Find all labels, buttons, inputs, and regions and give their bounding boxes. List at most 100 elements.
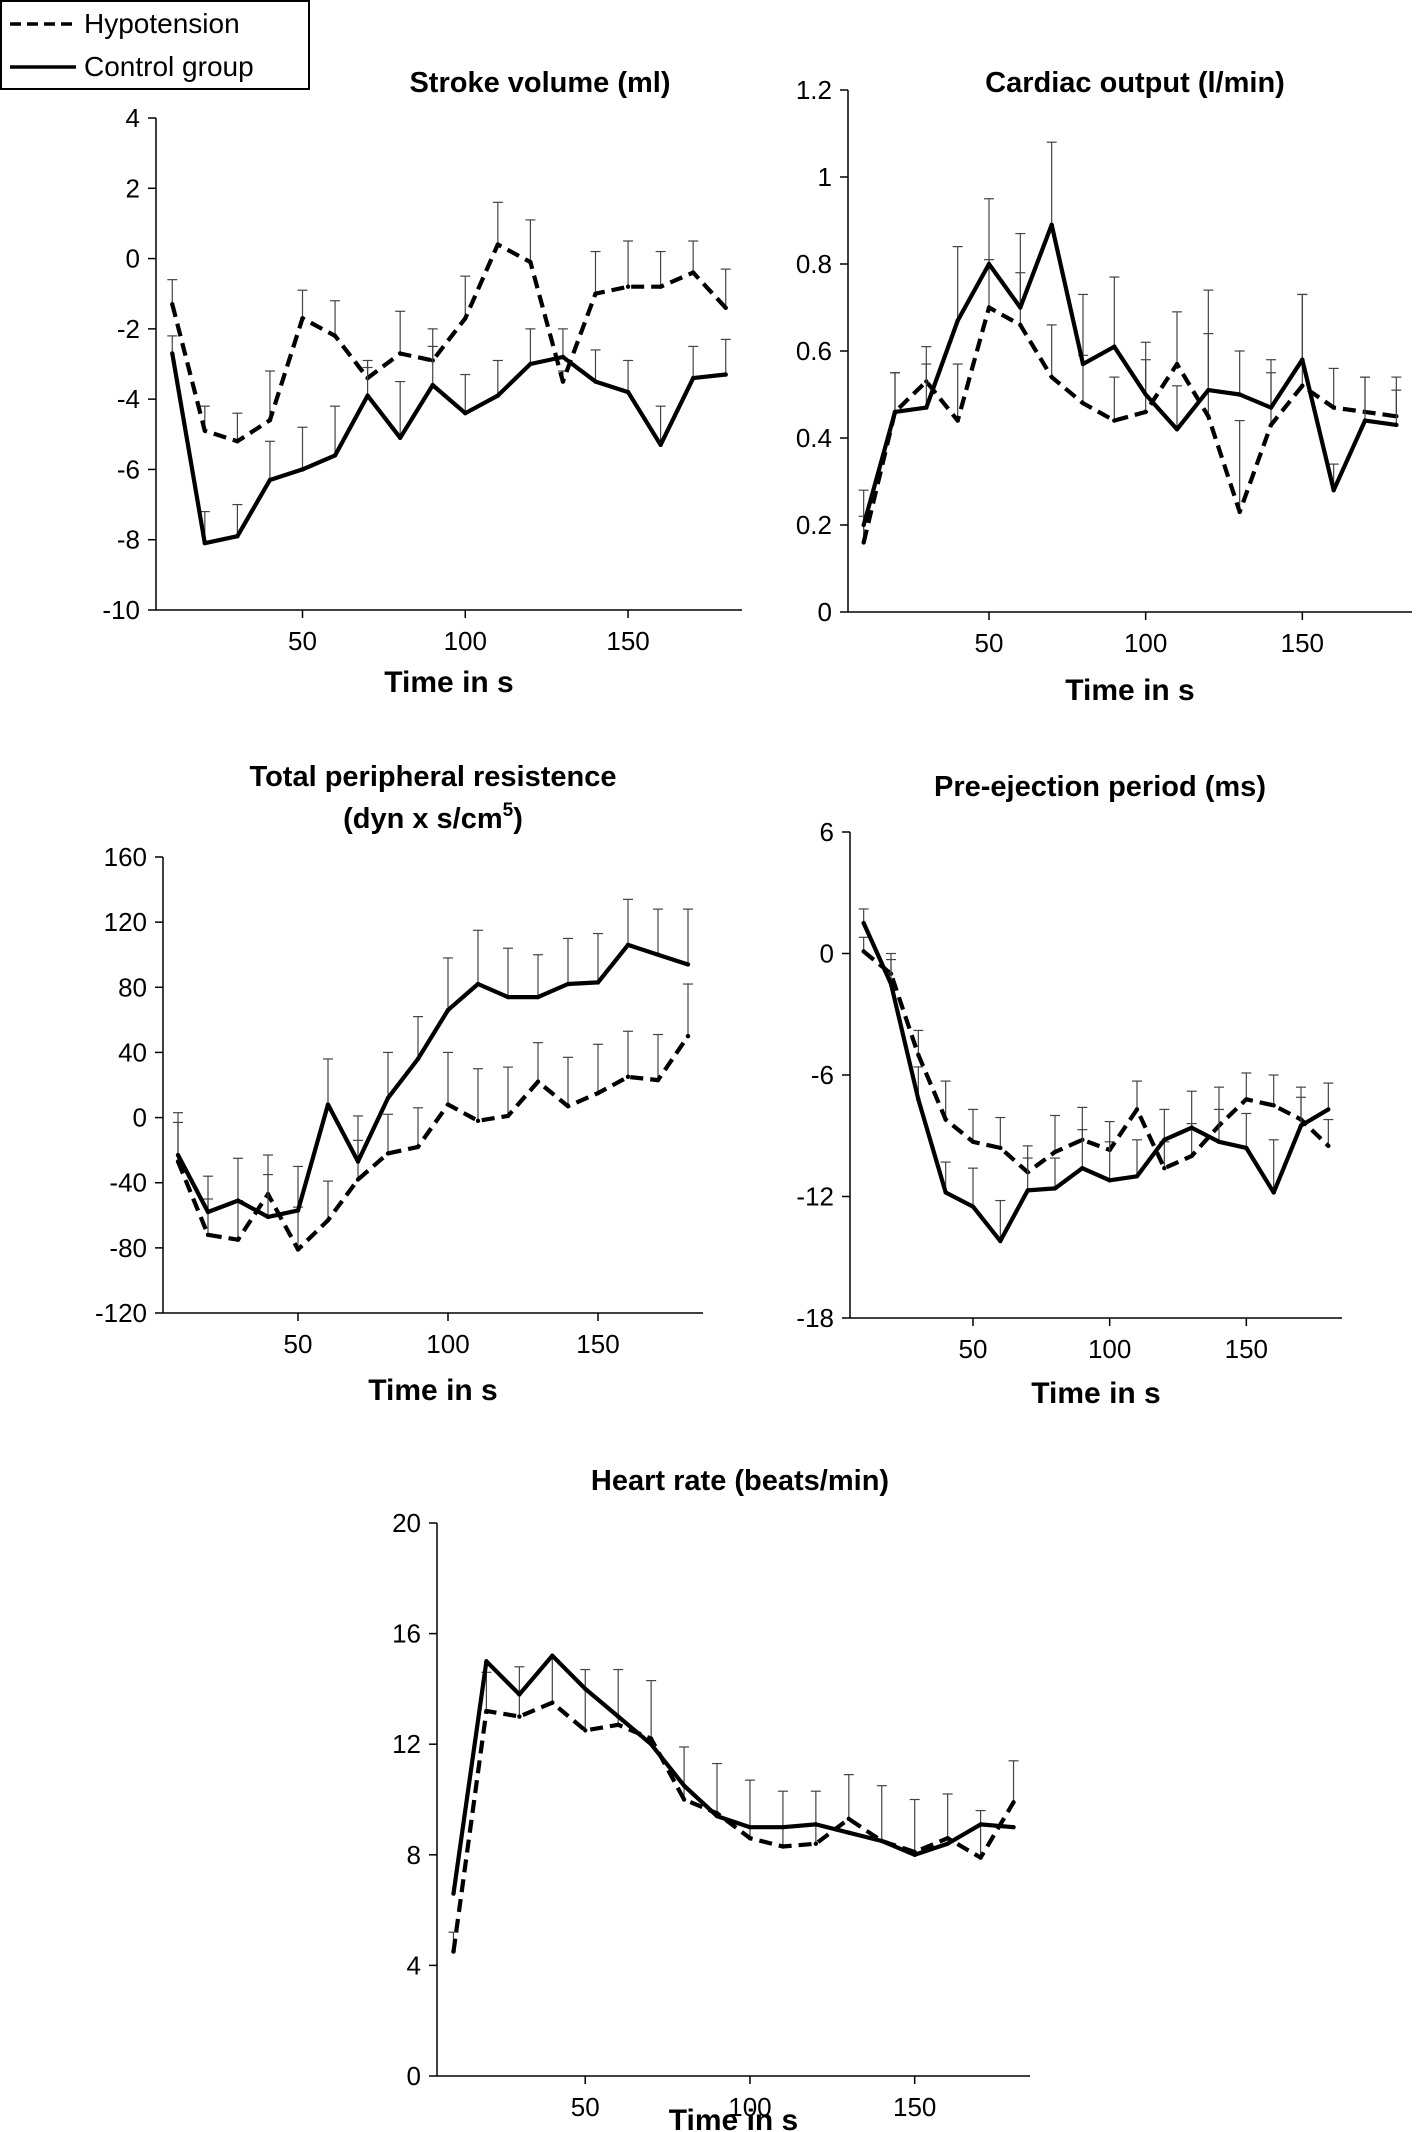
data-point: [1080, 401, 1086, 406]
chart-title: Heart rate (beats/min): [591, 1465, 889, 1497]
y-tick-label: 8: [407, 1840, 421, 1870]
data-point: [1018, 322, 1023, 328]
y-tick-label: -12: [796, 1182, 834, 1212]
data-point: [690, 375, 696, 381]
data-point: [1052, 1149, 1058, 1155]
data-point: [451, 1891, 456, 1896]
data-point: [1143, 392, 1148, 397]
series-line: [451, 1653, 1014, 1894]
data-point: [681, 1797, 687, 1802]
data-point: [780, 1824, 786, 1830]
data-point: [430, 382, 435, 388]
data-point: [1298, 1123, 1304, 1128]
data-point: [205, 1232, 211, 1238]
y-tick-label: 0: [818, 597, 832, 627]
data-point: [365, 393, 370, 398]
data-point: [1134, 1107, 1140, 1112]
data-point: [451, 1949, 456, 1954]
y-tick-label: 0: [126, 244, 140, 274]
y-tick-label: -4: [117, 384, 140, 414]
data-point: [780, 1844, 786, 1849]
x-axis-label: Time in s: [669, 2104, 799, 2132]
data-point: [415, 1144, 421, 1150]
data-point: [535, 994, 541, 1000]
x-tick-label: 50: [284, 1329, 313, 1359]
data-point: [495, 242, 501, 247]
series-line: [176, 1034, 690, 1252]
data-point: [685, 962, 691, 967]
chart-title: Stroke volume (ml): [409, 67, 670, 99]
chart-2: 0 0.2 0.4 0.6 0.8 1 1.2 50 100 150 Cardiac output …: [796, 67, 1412, 707]
x-tick-label: 150: [606, 626, 649, 656]
data-point: [648, 1736, 654, 1741]
y-tick-label: 1.2: [796, 75, 832, 105]
data-point: [332, 453, 338, 458]
data-point: [1052, 1186, 1058, 1191]
data-point: [385, 1095, 391, 1101]
data-point: [813, 1841, 819, 1846]
y-tick-label: 4: [407, 1950, 421, 1980]
data-point: [714, 1813, 720, 1819]
y-tick-label: 12: [392, 1729, 421, 1759]
data-point: [593, 291, 598, 296]
data-point: [943, 1117, 948, 1122]
data-point: [1271, 1103, 1276, 1108]
data-point: [690, 270, 696, 275]
chart-3: -120 -80 -40 0 40 80 120 160 50 100 150 Total perip…: [95, 761, 703, 1407]
y-tick-label: 0: [407, 2061, 421, 2091]
subtitle-superscript: 5: [503, 800, 514, 821]
y-tick-label: 2: [126, 173, 140, 203]
data-point: [550, 1653, 555, 1658]
data-point: [1362, 418, 1368, 423]
data-point: [998, 1238, 1003, 1244]
data-point: [861, 540, 866, 545]
data-point: [1107, 1178, 1112, 1183]
solid-line-swatch-icon: [10, 65, 76, 69]
subtitle-end: ): [513, 803, 523, 835]
data-point: [235, 439, 240, 444]
data-point: [1244, 1097, 1249, 1102]
x-tick-label: 150: [1281, 628, 1324, 658]
data-point: [924, 405, 929, 410]
data-point: [892, 409, 898, 415]
data-point: [1216, 1139, 1222, 1145]
y-tick-label: 4: [126, 103, 140, 133]
data-point: [879, 1838, 884, 1844]
data-point: [235, 534, 240, 539]
chart-title: Total peripheral resistence: [250, 761, 617, 793]
y-tick-label: -6: [117, 454, 140, 484]
data-point: [1162, 1137, 1167, 1143]
data-point: [1174, 427, 1180, 432]
x-tick-label: 100: [426, 1329, 469, 1359]
data-point: [846, 1816, 852, 1822]
data-point: [1134, 1174, 1140, 1179]
data-point: [325, 1217, 331, 1223]
data-point: [970, 1204, 976, 1209]
data-point: [355, 1177, 361, 1182]
data-point: [397, 351, 403, 356]
data-point: [1080, 361, 1086, 367]
series-hypotension: [173, 983, 693, 1252]
y-tick-label: 0.2: [796, 510, 832, 540]
data-point: [505, 1113, 511, 1119]
y-tick-label: 16: [392, 1619, 421, 1649]
data-point: [235, 1198, 241, 1203]
data-point: [475, 981, 481, 987]
data-point: [625, 389, 631, 395]
data-point: [300, 316, 305, 321]
x-tick-label: 50: [288, 626, 317, 656]
data-point: [397, 435, 403, 440]
data-point: [1189, 1125, 1194, 1130]
data-point: [1112, 418, 1117, 423]
data-point: [235, 1237, 241, 1242]
data-point: [595, 980, 601, 985]
x-tick-label: 100: [1124, 628, 1167, 658]
series-line: [451, 1700, 1016, 1952]
data-point: [625, 284, 631, 289]
series-control-group: [173, 898, 693, 1220]
data-point: [1189, 1153, 1194, 1159]
data-point: [1112, 344, 1117, 349]
x-tick-label: 50: [959, 1334, 988, 1364]
data-point: [1326, 1107, 1331, 1112]
x-axis-label: Time in s: [1065, 674, 1195, 707]
